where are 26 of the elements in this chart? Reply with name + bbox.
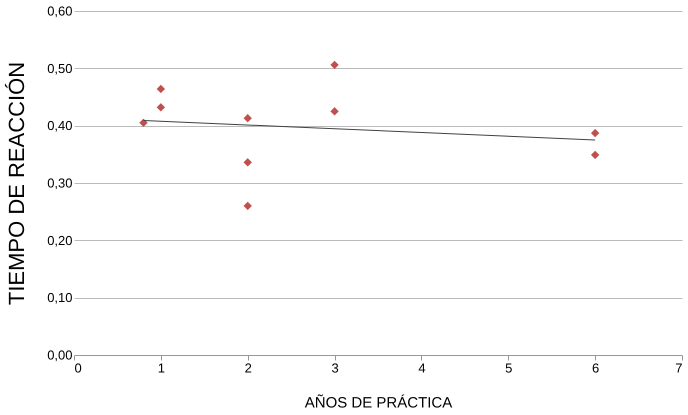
- point: [244, 158, 252, 167]
- x-tick-label: 0: [74, 360, 82, 376]
- y-tick-label: 0,40: [47, 118, 72, 134]
- x-axis-title: AÑOS DE PRÁCTICA: [304, 394, 452, 412]
- y-axis-title: TIEMPO DE REACCIÓN: [4, 62, 30, 306]
- y-tick-label: 0,20: [47, 232, 72, 248]
- y-tick-label: 0,60: [47, 4, 72, 18]
- x-tick-label: 4: [418, 360, 426, 376]
- point: [156, 84, 166, 94]
- point: [244, 114, 252, 122]
- y-tick-label: 0,30: [47, 176, 72, 190]
- x-tick-label: 1: [158, 360, 165, 376]
- x-tick-label: 7: [675, 360, 682, 376]
- point: [330, 60, 339, 70]
- y-tick-label: 0,10: [47, 290, 72, 306]
- y-tick-label: 0,50: [47, 60, 72, 76]
- point: [244, 202, 252, 210]
- point: [330, 107, 339, 116]
- x-tick-label: 3: [331, 360, 339, 376]
- point: [590, 128, 600, 138]
- y-tick-label: 0,00: [47, 348, 72, 362]
- point: [156, 103, 166, 112]
- x-tick-label: 6: [592, 360, 600, 376]
- point: [590, 150, 600, 160]
- x-tick-label: 5: [505, 360, 512, 376]
- x-tick-label: 2: [244, 360, 252, 376]
